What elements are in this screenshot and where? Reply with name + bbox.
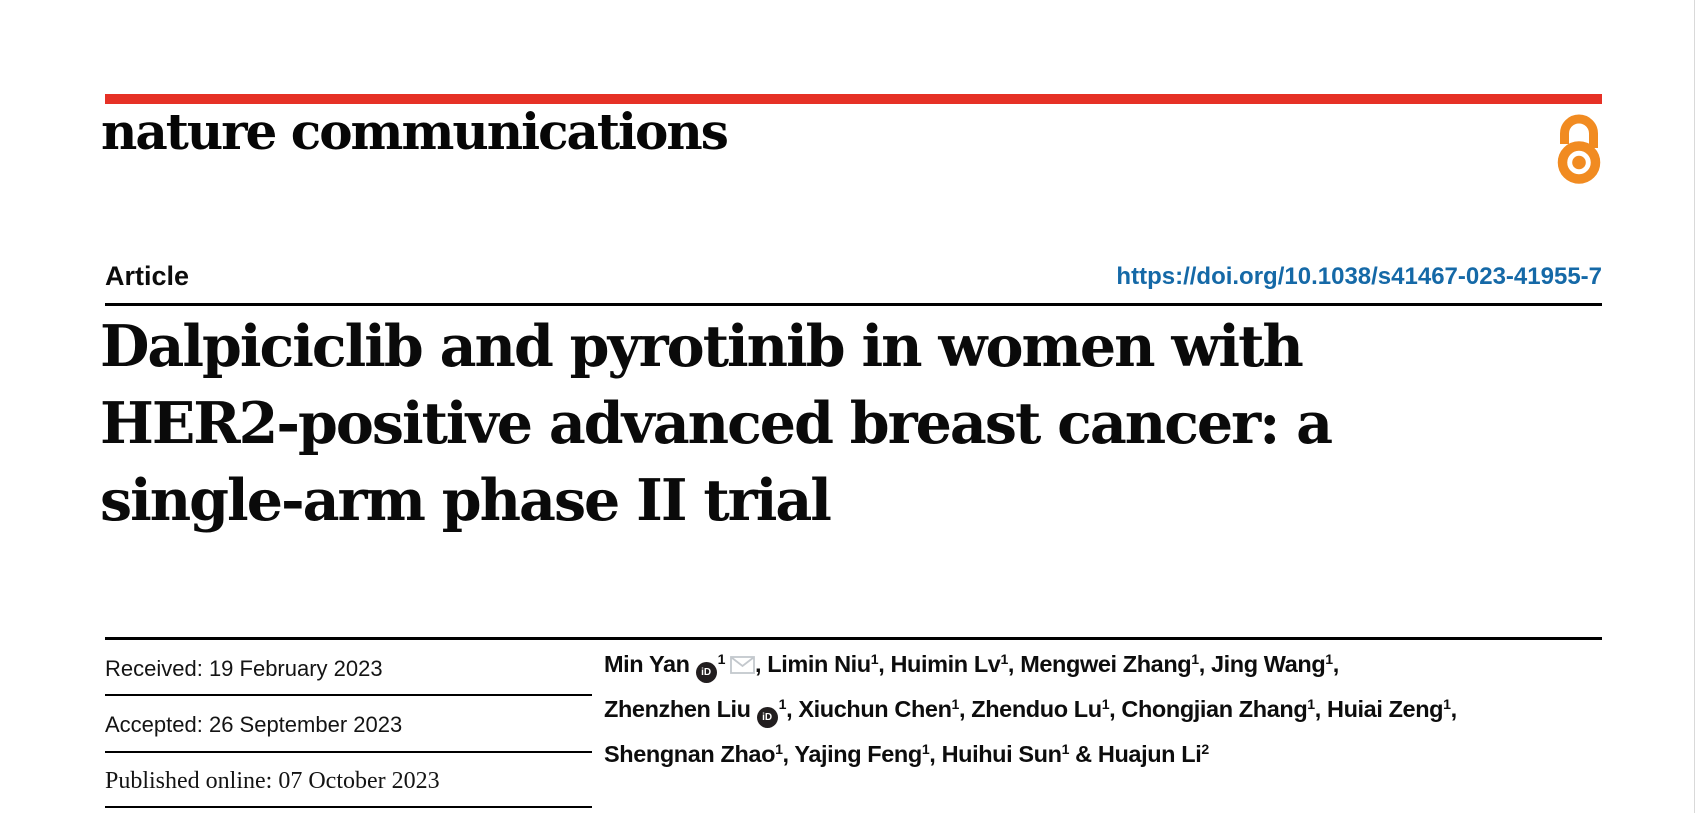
affiliation-superscript: 1 xyxy=(870,651,879,668)
author-line-2: Zhenzhen Liu iD1, Xiuchun Chen1, Zhenduo … xyxy=(604,696,1457,728)
affiliation-superscript: 1 xyxy=(921,741,930,758)
article-type-label: Article xyxy=(105,261,190,291)
separator: , xyxy=(786,696,799,722)
author-name: Zhenzhen Liu xyxy=(604,696,751,722)
author-name: Huajun Li xyxy=(1097,741,1202,767)
author-name: Huihui Sun xyxy=(941,741,1062,767)
affiliation-superscript: 1 xyxy=(1443,696,1451,713)
author-name: Mengwei Zhang xyxy=(1020,651,1192,677)
separator: & xyxy=(1069,741,1098,767)
author-name: Yajing Feng xyxy=(794,741,922,767)
separator: , xyxy=(1314,696,1328,722)
title-line-3: single-arm phase II trial xyxy=(100,467,832,534)
open-access-icon xyxy=(1556,107,1602,185)
affiliation-superscript: 1 xyxy=(951,696,960,713)
separator: , xyxy=(1450,696,1458,722)
divider xyxy=(105,806,592,808)
author-name: Chongjian Zhang xyxy=(1121,696,1308,722)
author-name: Zhenduo Lu xyxy=(971,696,1102,722)
author-name: Huimin Lv xyxy=(890,651,1001,677)
title-line-1: Dalpiciclib and pyrotinib in women with xyxy=(100,313,1304,380)
affiliation-superscript: 2 xyxy=(1201,741,1209,758)
separator: , xyxy=(755,651,768,677)
accepted-date: Accepted: 26 September 2023 xyxy=(105,712,403,737)
doi-link[interactable]: https://doi.org/10.1038/s41467-023-41955… xyxy=(1116,263,1602,290)
article-title: Dalpiciclib and pyrotinib in women with … xyxy=(100,308,1560,539)
orcid-icon[interactable]: iD xyxy=(756,707,778,728)
author-name: Jing Wang xyxy=(1210,651,1326,677)
author-name: Limin Niu xyxy=(767,651,871,677)
page-edge-line xyxy=(1694,0,1695,813)
separator: , xyxy=(958,696,972,722)
author-name: Huiai Zeng xyxy=(1327,696,1444,722)
header-divider-rule xyxy=(105,303,1602,306)
affiliation-superscript: 1 xyxy=(778,696,787,713)
separator: , xyxy=(1332,651,1340,677)
affiliation-superscript: 1 xyxy=(775,741,783,758)
affiliation-superscript: 1 xyxy=(1191,651,1199,668)
separator: , xyxy=(782,741,795,767)
affiliation-superscript: 1 xyxy=(1101,696,1110,713)
author-name: Shengnan Zhao xyxy=(604,741,776,767)
brand-red-rule xyxy=(105,94,1602,104)
affiliation-superscript: 1 xyxy=(717,651,726,668)
author-name: Min Yan xyxy=(604,651,690,677)
separator: , xyxy=(878,651,891,677)
affiliation-superscript: 1 xyxy=(1307,696,1315,713)
orcid-icon[interactable]: iD xyxy=(695,662,717,683)
separator: , xyxy=(1198,651,1211,677)
author-name: Xiuchun Chen xyxy=(798,696,952,722)
separator: , xyxy=(1007,651,1021,677)
affiliation-superscript: 1 xyxy=(1325,651,1333,668)
affiliation-superscript: 1 xyxy=(1000,651,1008,668)
published-date: Published online: 07 October 2023 xyxy=(105,768,440,794)
affiliation-superscript: 1 xyxy=(1061,741,1070,758)
separator: , xyxy=(929,741,942,767)
journal-wordmark: nature communications xyxy=(101,102,729,161)
section-divider-rule xyxy=(105,637,1602,640)
received-date: Received: 19 February 2023 xyxy=(105,656,383,681)
divider xyxy=(105,694,592,696)
title-line-2: HER2-positive advanced breast cancer: a xyxy=(100,390,1333,457)
author-line-1: Min Yan iD1, Limin Niu1, Huimin Lv1, Meng… xyxy=(604,651,1339,683)
email-icon[interactable] xyxy=(730,653,755,680)
author-line-3: Shengnan Zhao1, Yajing Feng1, Huihui Sun… xyxy=(604,741,1209,768)
separator: , xyxy=(1109,696,1122,722)
divider xyxy=(105,751,592,753)
